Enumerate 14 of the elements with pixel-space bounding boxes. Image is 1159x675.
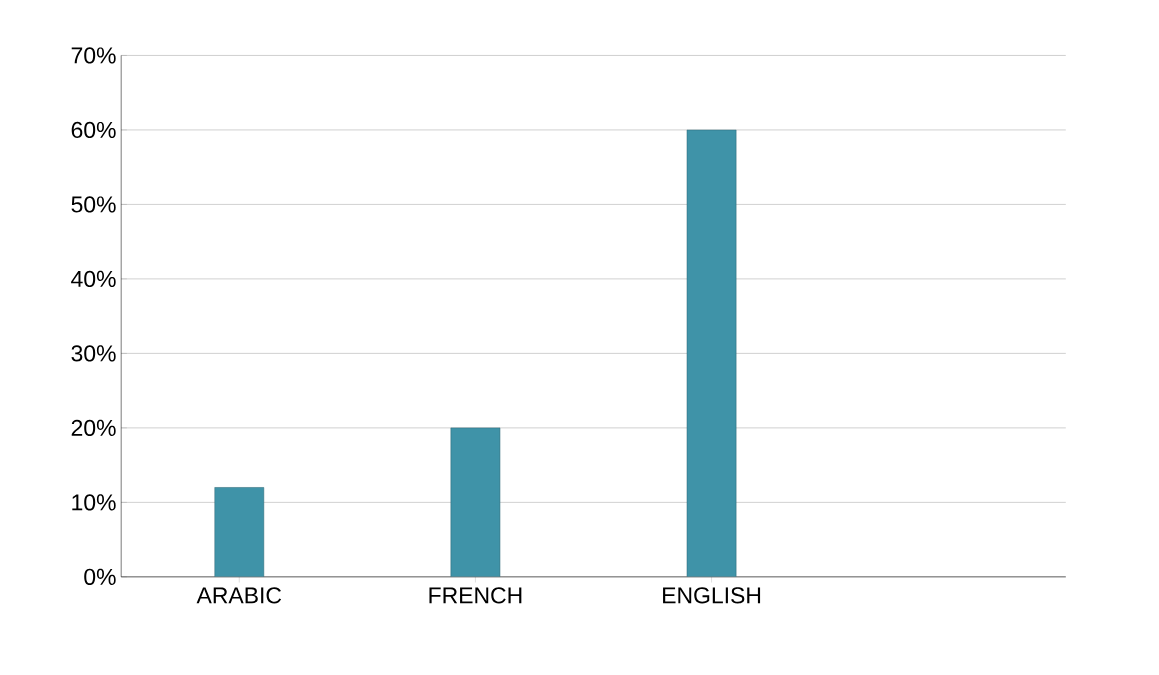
x-tick-label: ARABIC — [196, 587, 282, 604]
bar — [214, 487, 265, 577]
y-tick-label: 0% — [84, 568, 116, 585]
y-tick-label: 40% — [71, 270, 116, 287]
bar — [686, 129, 737, 577]
y-tick-label: 10% — [72, 494, 116, 511]
y-tick-label: 30% — [71, 345, 116, 362]
bar — [450, 427, 501, 577]
x-tick-label: ENGLISH — [663, 587, 761, 604]
y-tick-label: 20% — [71, 419, 116, 436]
y-tick-label: 50% — [71, 196, 116, 213]
y-tick-label: 70% — [71, 47, 116, 64]
y-tick-label: 60% — [71, 121, 116, 138]
x-tick-label: FRENCH — [429, 587, 522, 604]
